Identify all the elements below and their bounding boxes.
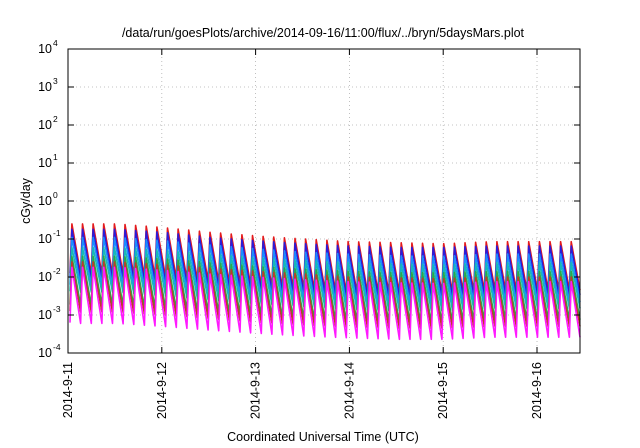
x-tick-label: 2014-9-11 — [61, 362, 75, 418]
y-tick-label: 10 — [38, 156, 52, 170]
y-tick-exponent: 1 — [53, 152, 58, 162]
y-tick-label: 10 — [38, 270, 52, 284]
x-tick-label: 2014-9-12 — [155, 362, 169, 419]
x-tick-label: 2014-9-14 — [342, 362, 356, 419]
y-tick-label: 10 — [38, 232, 52, 246]
series-group — [69, 223, 581, 341]
y-tick-exponent: 0 — [53, 190, 58, 200]
series-line — [69, 266, 581, 341]
y-tick-exponent: -1 — [53, 228, 61, 238]
y-tick-label: 10 — [38, 80, 52, 94]
x-axis: 2014-9-11 2014-9-12 2014-9-13 2014-9-14 2014… — [61, 49, 544, 419]
y-tick-label: 10 — [38, 118, 52, 132]
x-axis-label: Coordinated Universal Time (UTC) — [227, 430, 419, 444]
y-tick-label: 10 — [38, 194, 52, 208]
x-tick-label: 2014-9-13 — [249, 362, 263, 419]
x-tick-label: 2014-9-16 — [530, 362, 544, 419]
y-tick-exponent: 4 — [53, 38, 58, 48]
y-tick-exponent: 3 — [53, 76, 58, 86]
y-axis-label: cGy/day — [19, 177, 33, 224]
chart-title: /data/run/goesPlots/archive/2014-09-16/1… — [122, 26, 525, 40]
y-tick-exponent: 2 — [53, 114, 58, 124]
y-tick-label: 10 — [38, 346, 52, 360]
x-tick-label: 2014-9-15 — [436, 362, 450, 419]
y-tick-label: 10 — [38, 42, 52, 56]
y-tick-exponent: -2 — [53, 266, 61, 276]
y-tick-exponent: -4 — [53, 342, 61, 352]
y-tick-exponent: -3 — [53, 304, 61, 314]
y-tick-label: 10 — [38, 308, 52, 322]
